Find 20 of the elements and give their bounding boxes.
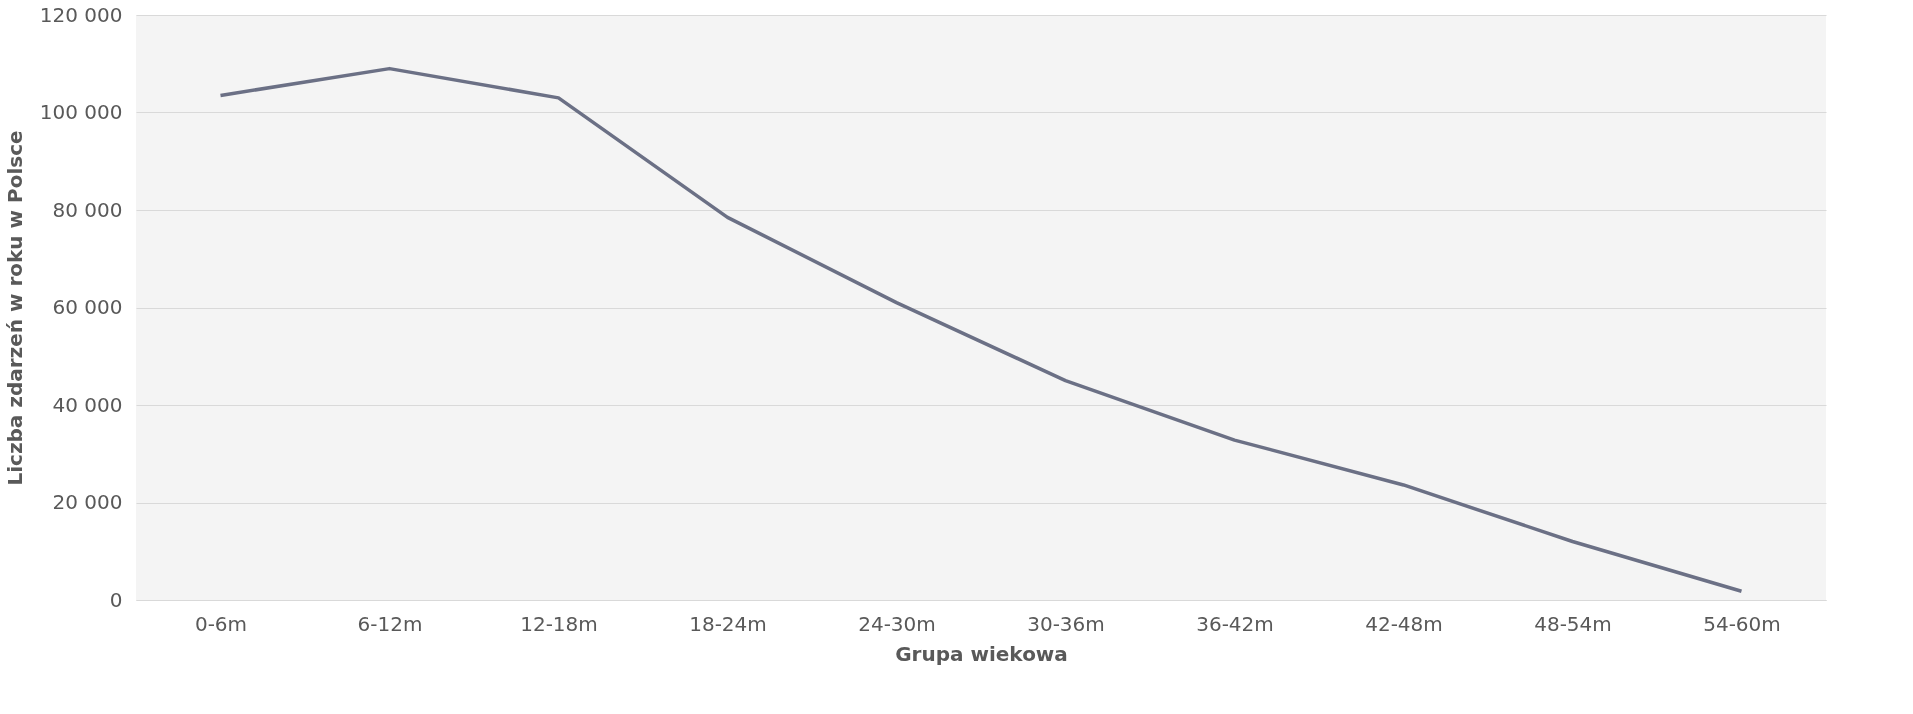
x-tick-label: 54-60m (1703, 611, 1781, 636)
y-axis-title: Liczba zdarzeń w roku w Polsce (2, 130, 27, 486)
x-tick-label: 36-42m (1196, 611, 1274, 636)
y-tick-label: 120 000 (39, 2, 123, 27)
x-tick-label: 6-12m (357, 611, 423, 636)
x-tick-label: 0-6m (194, 611, 248, 636)
x-tick-label: 48-54m (1534, 611, 1612, 636)
x-tick-label: 42-48m (1365, 611, 1443, 636)
x-tick-label: 30-36m (1027, 611, 1105, 636)
line-series (218, 66, 1744, 593)
y-tick-label: 0 (109, 587, 123, 612)
x-tick-label: 12-18m (520, 611, 598, 636)
y-tick-label: 100 000 (39, 100, 123, 124)
y-tick-label: 40 000 (52, 392, 123, 417)
x-tick-label: 18-24m (689, 611, 767, 636)
x-tick-label: 24-30m (858, 611, 936, 636)
x-axis-title: Grupa wiekowa (895, 641, 1068, 666)
y-tick-label: 80 000 (52, 197, 123, 222)
y-tick-label: 60 000 (52, 295, 123, 319)
y-tick-label: 20 000 (52, 490, 123, 514)
